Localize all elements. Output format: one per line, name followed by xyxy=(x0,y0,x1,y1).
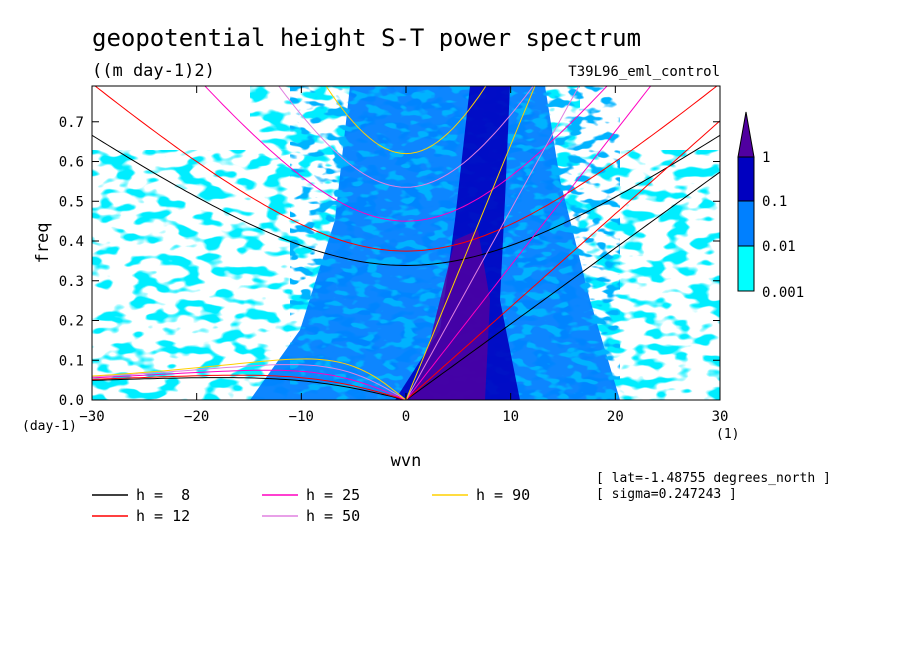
rossby-curve-h50 xyxy=(92,364,407,400)
inertio-gravity-curve-h25 xyxy=(204,86,608,222)
x-tick-label: −20 xyxy=(184,409,209,425)
inertio-gravity-curve-h12 xyxy=(94,86,718,252)
y-axis-unit: (day-1) xyxy=(22,419,77,434)
legend-entry-h25: h = 25 xyxy=(306,486,360,504)
colorbar-level-001 xyxy=(737,245,755,292)
colorbar-level-01 xyxy=(737,200,755,247)
inertio-gravity-curve-h8 xyxy=(92,134,720,267)
plot-area xyxy=(92,86,720,400)
chart-subtitle: ((m day-1)2) xyxy=(92,61,215,81)
colorbar-label-0-1: 0.1 xyxy=(762,194,787,210)
legend-entry-h50: h = 50 xyxy=(306,507,360,525)
latitude-note: [ lat=-1.48755 degrees_north ] xyxy=(596,471,831,486)
rossby-curve-h8 xyxy=(92,377,407,400)
y-tick-label: 0.1 xyxy=(59,353,84,369)
x-axis-unit: (1) xyxy=(716,427,739,442)
kelvin-curve-h90 xyxy=(405,86,536,400)
x-tick-label: 10 xyxy=(502,409,519,425)
rossby-curve-h25 xyxy=(92,369,407,400)
colorbar-level-1 xyxy=(737,156,755,202)
legend-entry-h12: h = 12 xyxy=(136,507,190,525)
y-tick-label: 0.6 xyxy=(59,155,84,171)
rossby-curve-h12 xyxy=(92,374,407,400)
inertio-gravity-curve-h50 xyxy=(278,86,534,188)
kelvin-curve-h12 xyxy=(405,120,720,400)
rossby-curve-h90 xyxy=(92,358,407,400)
run-label: T39L96_eml_control xyxy=(568,64,720,80)
x-tick-label: 30 xyxy=(712,409,729,425)
y-tick-label: 0.2 xyxy=(59,314,84,330)
y-axis-label: freq xyxy=(33,223,53,264)
y-tick-label: 0.5 xyxy=(59,194,84,210)
dispersion-curves xyxy=(92,86,720,400)
colorbar: 1 0.1 0.01 0.001 xyxy=(737,111,804,301)
legend-entry-h8: h = 8 xyxy=(136,486,190,504)
inertio-gravity-curve-h90 xyxy=(325,86,487,155)
colorbar-top-triangle xyxy=(737,111,755,158)
power-field-level-1 xyxy=(410,230,490,400)
sigma-note: [ sigma=0.247243 ] xyxy=(596,487,737,502)
y-tick-label: 0.4 xyxy=(59,234,84,250)
x-axis: −30 −20 −10 0 10 20 30 xyxy=(79,86,728,425)
chart-title: geopotential height S-T power spectrum xyxy=(92,24,641,52)
x-tick-label: −30 xyxy=(79,409,104,425)
x-tick-label: 0 xyxy=(402,409,410,425)
kelvin-curve-h8 xyxy=(405,171,720,400)
x-tick-label: −10 xyxy=(289,409,314,425)
y-tick-label: 0.7 xyxy=(59,115,84,131)
colorbar-label-1: 1 xyxy=(762,150,770,166)
y-axis: 0.0 0.1 0.2 0.3 0.4 0.5 0.6 0.7 xyxy=(59,115,720,409)
kelvin-curve-h25 xyxy=(405,86,652,400)
y-tick-label: 0.3 xyxy=(59,274,84,290)
x-tick-label: 20 xyxy=(607,409,624,425)
colorbar-label-0-001: 0.001 xyxy=(762,285,804,301)
colorbar-label-0-01: 0.01 xyxy=(762,239,796,255)
x-axis-label: wvn xyxy=(391,451,422,471)
legend: h = 8 h = 12 h = 25 h = 50 h = 90 xyxy=(92,486,530,525)
legend-entry-h90: h = 90 xyxy=(476,486,530,504)
kelvin-curve-h50 xyxy=(405,86,580,400)
y-tick-label: 0.0 xyxy=(59,393,84,409)
